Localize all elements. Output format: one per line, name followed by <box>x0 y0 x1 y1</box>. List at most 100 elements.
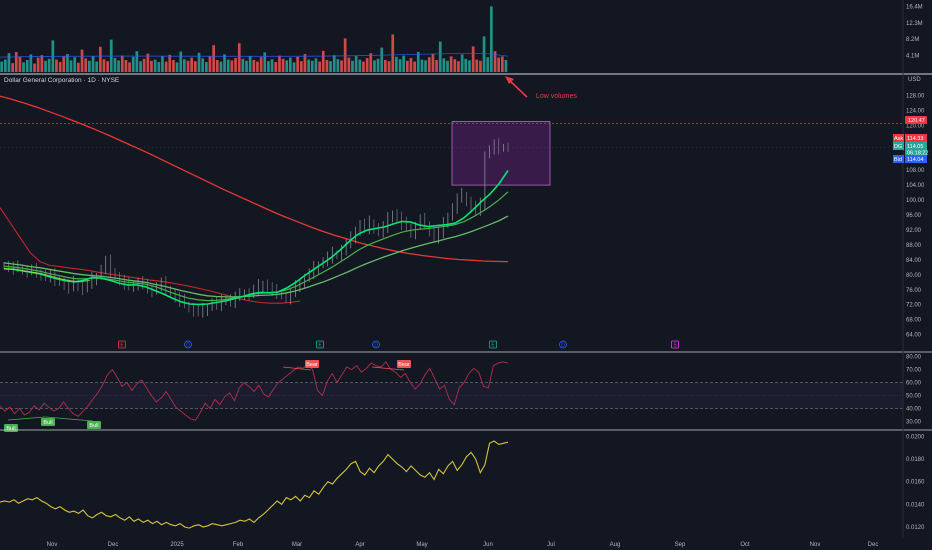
volume-bar <box>380 47 384 72</box>
volume-bar <box>435 60 438 72</box>
rsi-signal-label: Bear <box>305 360 319 368</box>
volume-bar <box>241 58 245 72</box>
volume-bar <box>226 59 230 72</box>
oscillator-line <box>0 440 509 529</box>
volume-bar <box>248 56 252 72</box>
rsi-signal-text: Bull <box>6 426 15 432</box>
volume-bar <box>420 59 424 72</box>
event-marker-letter: D <box>374 343 378 349</box>
time-axis[interactable]: Nov Dec 2025 Feb Mar Apr May Jun Jul Aug Sep Oct Nov… <box>47 542 879 548</box>
volume-bar <box>362 61 365 72</box>
rsi-signal-text: Bull <box>43 420 52 426</box>
ema-50-line <box>3 215 509 298</box>
volume-bar <box>329 61 332 72</box>
volume-bar <box>347 57 351 72</box>
volume-bar <box>263 52 267 72</box>
rsi-pane[interactable]: 80.00 70.00 60.00 50.00 40.00 30.00 Bull Bull Bu… <box>0 355 922 432</box>
volume-bar <box>219 61 223 72</box>
ema-9-line <box>3 170 509 306</box>
volume-bar <box>365 58 369 72</box>
event-marker-frame <box>184 340 192 349</box>
symbol-title[interactable]: Dollar General Corporation · 1D · NYSE <box>4 77 120 84</box>
bull-divergence-line <box>7 416 46 421</box>
volume-bar <box>194 61 197 72</box>
highlight-box <box>451 121 551 186</box>
volume-average-line <box>0 52 509 58</box>
volume-bar <box>201 58 204 72</box>
time-axis-label: Dec <box>108 542 119 548</box>
volume-bar <box>285 60 289 72</box>
oscillator-pane[interactable]: 0.0200 0.0180 0.0160 0.0140 0.0120 <box>0 435 925 531</box>
volume-bar <box>230 60 234 72</box>
price-tick-label: 128.00 <box>906 93 925 99</box>
volume-bar <box>373 60 376 72</box>
price-tick-label: 120.00 <box>906 123 925 129</box>
target-price-value: 120.47 <box>908 118 925 124</box>
rsi-signal-bg <box>41 418 55 426</box>
volume-bar <box>354 56 358 72</box>
rsi-signal-text: Bull <box>89 423 98 429</box>
volume-bar <box>475 59 479 72</box>
volume-bar <box>409 58 413 72</box>
volume-bar <box>131 56 135 72</box>
currency-label[interactable]: USD <box>908 77 921 83</box>
volume-bar <box>139 61 142 72</box>
time-axis-label: Jun <box>483 542 493 548</box>
volume-bar <box>464 58 468 72</box>
time-axis-label: Apr <box>355 542 364 548</box>
time-axis-label: Sep <box>675 542 686 548</box>
volume-bar <box>340 60 343 72</box>
volume-bar <box>300 61 303 72</box>
volume-bar <box>91 56 95 72</box>
rsi-signal-label: Bull <box>87 421 101 429</box>
volume-bar <box>69 60 73 72</box>
low-volume-annotation[interactable]: Low volumes <box>505 76 577 100</box>
ema-9-early-segment <box>3 268 91 283</box>
volume-bar <box>289 57 292 72</box>
volume-bar <box>208 56 212 72</box>
rsi-signal-label: Bear <box>397 360 411 368</box>
event-marker-letter: E <box>491 343 495 349</box>
time-axis-label: Feb <box>233 542 244 548</box>
rsi-tick-label: 40.00 <box>906 407 922 413</box>
price-tick-label: 88.00 <box>906 243 922 249</box>
time-axis-label: Jul <box>547 542 555 548</box>
volume-bar <box>259 57 263 72</box>
volume-bar <box>431 53 435 72</box>
price-tick-label: 124.00 <box>906 108 925 114</box>
bull-divergence-line <box>44 416 94 422</box>
price-tick-label: 68.00 <box>906 318 922 324</box>
volume-bar <box>325 60 329 72</box>
rsi-tick-label: 70.00 <box>906 368 922 374</box>
annotation-arrow-head <box>505 76 514 84</box>
time-axis-label: Aug <box>610 542 621 548</box>
event-marker-letter: D <box>561 343 565 349</box>
volume-bar <box>223 54 226 72</box>
volume-bar <box>278 55 281 72</box>
oscillator-tick-label: 0.0180 <box>906 457 925 463</box>
target-price-tag: 120.47 <box>905 116 927 124</box>
volume-bar <box>479 60 482 72</box>
volume-bar <box>117 60 120 72</box>
volume-pane[interactable]: 16.4M 12.3M 8.2M 4.1M <box>0 4 923 72</box>
bid-value: 114.04 <box>907 157 923 163</box>
price-pane[interactable]: 128.00124.00120.00116.00112.00108.00104.… <box>0 93 925 349</box>
volume-bar <box>128 62 131 72</box>
event-marker: E <box>316 340 324 349</box>
volume-bar <box>7 53 11 72</box>
volume-bar <box>321 50 325 72</box>
bear-divergence-line <box>282 366 312 371</box>
volume-bar <box>99 46 102 72</box>
volume-bar <box>47 58 51 72</box>
volume-bar <box>146 53 150 72</box>
volume-bar <box>256 61 259 72</box>
event-marker-frame <box>559 340 567 349</box>
volume-bar <box>292 62 296 72</box>
volume-bar <box>66 54 69 72</box>
volume-tick-label: 4.1M <box>906 54 919 60</box>
volume-bar <box>369 53 373 72</box>
rsi-signal-label: Bull <box>41 418 55 426</box>
volume-bar <box>142 58 146 72</box>
price-tick-label: 108.00 <box>906 168 925 174</box>
